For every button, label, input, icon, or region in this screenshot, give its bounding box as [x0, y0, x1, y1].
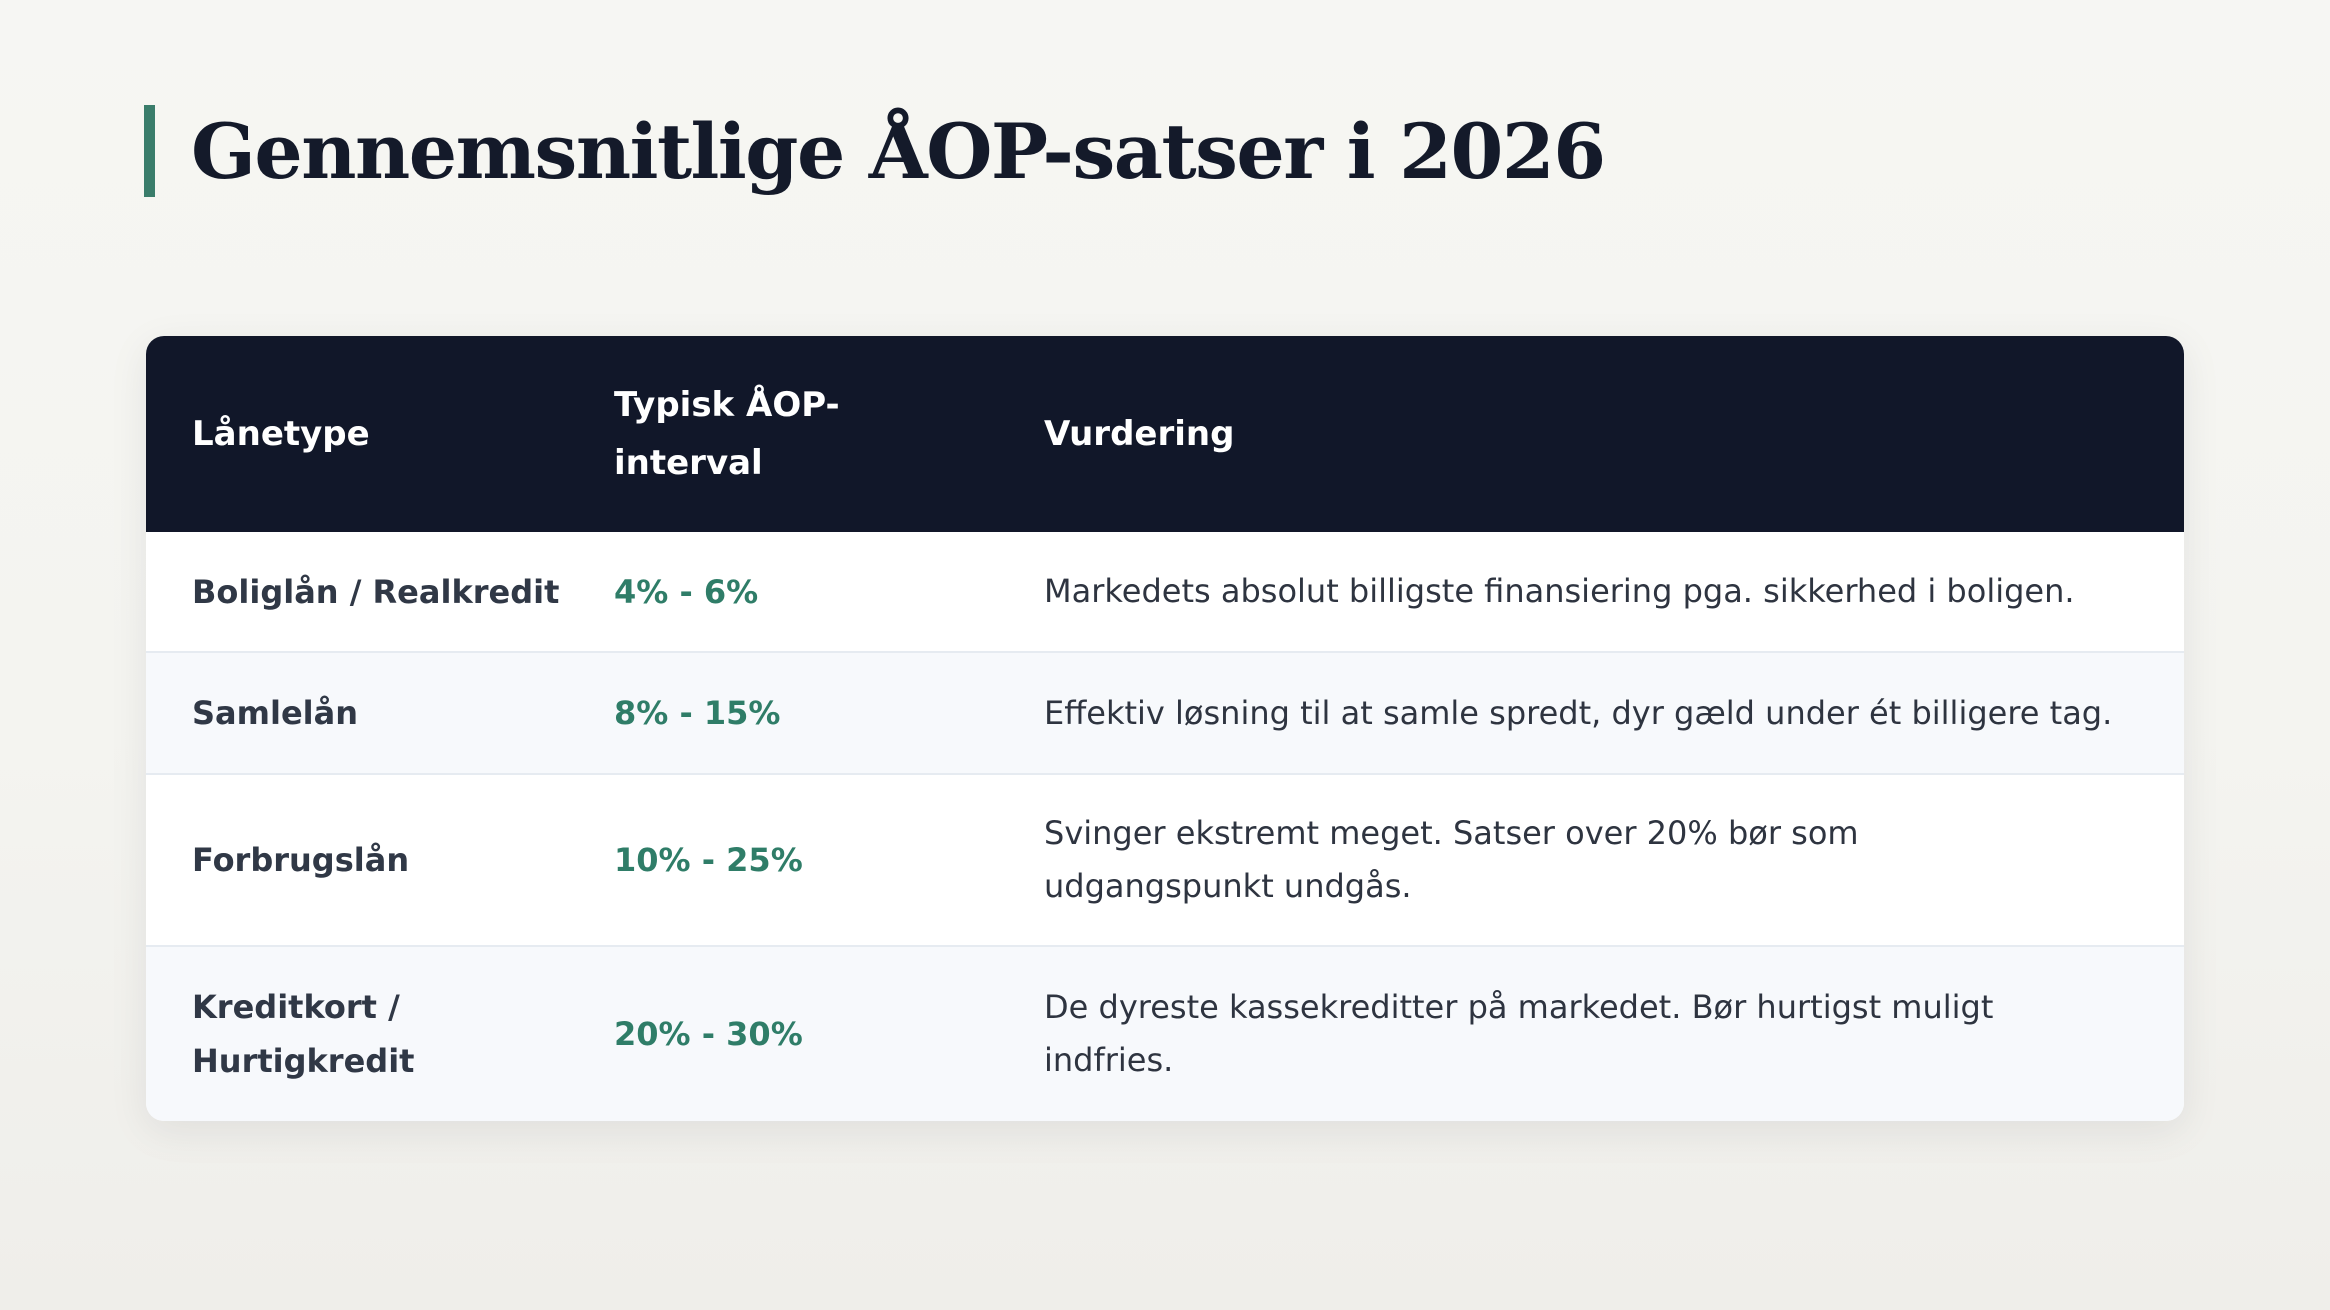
apr-interval: 10% - 25% [614, 841, 803, 879]
table-row: Forbrugslån 10% - 25% Svinger ekstremt m… [146, 773, 2184, 945]
apr-interval: 8% - 15% [614, 694, 781, 732]
header-assessment: Vurdering [1044, 414, 1235, 454]
loan-type: Samlelån [192, 694, 358, 732]
table-row: Boliglån / Realkredit 4% - 6% Markedets … [146, 532, 2184, 651]
header-loan-type: Lånetype [192, 414, 370, 454]
apr-interval: 20% - 30% [614, 1015, 803, 1053]
apr-table: Lånetype Typisk ÅOP-interval Vurdering B… [146, 336, 2184, 1121]
table-row: Samlelån 8% - 15% Effektiv løsning til a… [146, 651, 2184, 773]
table-header: Lånetype Typisk ÅOP-interval Vurdering [146, 336, 2184, 532]
assessment: Svinger ekstremt meget. Satser over 20% … [1044, 814, 1859, 905]
apr-interval: 4% - 6% [614, 572, 759, 611]
assessment: Markedets absolut billigste finansiering… [1044, 572, 2075, 610]
loan-type: Boliglån / Realkredit [192, 572, 560, 611]
assessment: Effektiv løsning til at samle spredt, dy… [1044, 693, 2113, 732]
loan-type: Kreditkort / Hurtigkredit [192, 988, 415, 1080]
loan-type: Forbrugslån [192, 841, 410, 879]
header-apr-interval: Typisk ÅOP-interval [614, 385, 840, 483]
assessment: De dyreste kassekreditter på markedet. B… [1044, 988, 1994, 1079]
table-row: Kreditkort / Hurtigkredit 20% - 30% De d… [146, 945, 2184, 1121]
title-accent-bar [144, 105, 155, 197]
page-title: Gennemsnitlige ÅOP-satser i 2026 [191, 106, 1606, 196]
title-block: Gennemsnitlige ÅOP-satser i 2026 [144, 104, 1606, 198]
